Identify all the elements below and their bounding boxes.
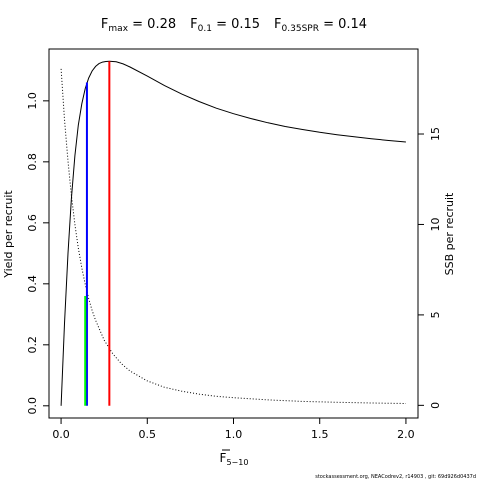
title-f01-value: = 0.15 <box>212 17 260 32</box>
plot-frame <box>48 48 419 419</box>
y-axis-left-label: Yield per recruit <box>2 190 15 279</box>
title-fmax-value: = 0.28 <box>128 17 176 32</box>
chart-title: Fmax = 0.28 F0.1 = 0.15 F0.35SPR = 0.14 <box>101 17 367 34</box>
y-left-tick-label: 0.4 <box>26 275 39 293</box>
title-fmax-main: F <box>101 17 108 32</box>
title-fspr-value: = 0.14 <box>319 17 367 32</box>
title-fmax-sub: max <box>108 24 128 34</box>
y-right-tick-label: 0 <box>429 402 442 409</box>
yield-per-recruit-line <box>60 60 406 406</box>
y-right-tick-label: 15 <box>429 127 442 141</box>
x-axis-label-main: F <box>220 451 227 465</box>
x-axis-label-sub: 5−10 <box>226 458 248 467</box>
chart-axes: 0.0 0.5 1.0 1.5 2.0 0.0 0.2 0.4 0.6 0.8 1.0 0 5 10 15 <box>26 92 442 441</box>
x-tick-label: 1.5 <box>311 428 329 441</box>
ssb-per-recruit-line <box>60 68 406 404</box>
chart-marks <box>60 60 406 406</box>
y-left-tick-label: 0.0 <box>26 397 39 415</box>
title-fspr-sub: 0.35SPR <box>282 24 319 34</box>
y-left-tick-label: 0.6 <box>26 214 39 232</box>
footer-credit: stockassessment.org, NEACodrev2, r14903 … <box>315 474 476 480</box>
title-f01-main: F <box>190 17 197 32</box>
x-tick-label: 1.0 <box>225 428 243 441</box>
y-left-tick-label: 1.0 <box>26 92 39 110</box>
x-tick-label: 0.5 <box>139 428 157 441</box>
x-axis-label: F5−10 <box>220 451 249 467</box>
y-left-tick-label: 0.2 <box>26 336 39 354</box>
y-right-tick-label: 10 <box>429 217 442 231</box>
x-tick-label: 2.0 <box>397 428 415 441</box>
x-tick-label: 0.0 <box>52 428 70 441</box>
y-right-tick-label: 5 <box>429 311 442 318</box>
y-axis-right-label: SSB per recruit <box>443 192 456 275</box>
title-fspr-main: F <box>274 17 281 32</box>
y-left-tick-label: 0.8 <box>26 153 39 171</box>
title-f01-sub: 0.1 <box>198 24 212 34</box>
